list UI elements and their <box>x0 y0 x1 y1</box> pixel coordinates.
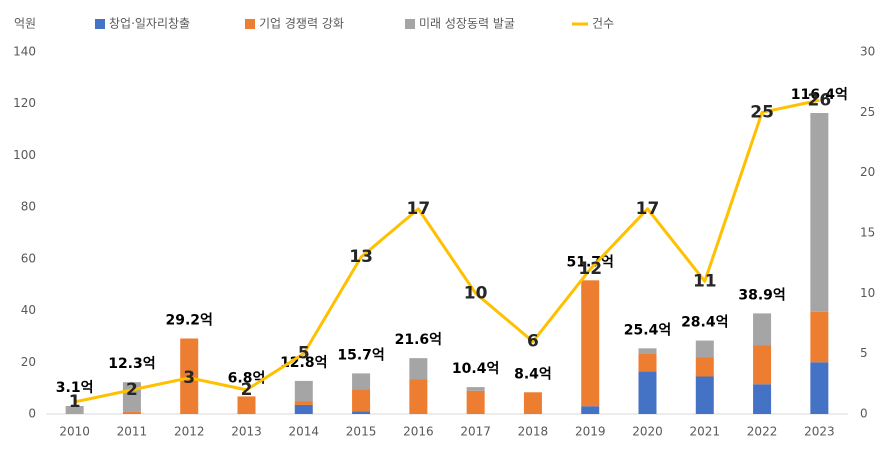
x-tick-label: 2012 <box>174 425 205 439</box>
bar-segment <box>237 396 256 414</box>
legend-label: 미래 성장동력 발굴 <box>419 17 515 31</box>
line-value-label: 1 <box>69 392 81 412</box>
bar-segment <box>466 390 485 414</box>
y-tick-label: 80 <box>21 200 36 214</box>
y-tick-label: 0 <box>28 407 36 421</box>
bar-segment <box>65 405 84 414</box>
bar-segment <box>294 404 313 414</box>
line-value-label: 17 <box>636 199 660 219</box>
legend-label: 기업 경쟁력 강화 <box>259 17 344 31</box>
x-tick-label: 2011 <box>117 425 148 439</box>
y-tick-label: 40 <box>21 303 36 317</box>
y2-tick-label: 30 <box>860 45 875 59</box>
bar-segment <box>753 313 772 346</box>
total-label: 15.7억 <box>337 347 384 363</box>
y2-tick-label: 15 <box>860 226 875 240</box>
y-tick-label: 60 <box>21 251 36 265</box>
y-tick-label: 140 <box>13 45 36 59</box>
bar-segment <box>753 384 772 414</box>
line-value-label: 17 <box>407 199 431 219</box>
y2-tick-label: 25 <box>860 105 875 119</box>
x-tick-label: 2013 <box>231 425 262 439</box>
x-tick-label: 2019 <box>575 425 606 439</box>
bar-segment <box>695 376 714 414</box>
bar-segment <box>638 371 657 414</box>
bar-segment <box>352 411 371 414</box>
bar-segment <box>466 387 485 391</box>
bar-segment <box>352 389 371 412</box>
bar-segment <box>409 379 428 414</box>
y2-tick-label: 5 <box>860 346 868 360</box>
line-value-label: 3 <box>183 368 195 388</box>
x-tick-label: 2014 <box>289 425 320 439</box>
x-tick-label: 2021 <box>690 425 721 439</box>
legend-label: 창업·일자리창출 <box>109 17 190 31</box>
total-label: 12.3억 <box>108 356 155 372</box>
x-tick-label: 2020 <box>632 425 663 439</box>
bar-segment <box>810 362 829 414</box>
bar-segment <box>581 406 600 414</box>
legend-label: 건수 <box>592 17 614 31</box>
legend-swatch <box>405 19 415 29</box>
legend-swatch <box>95 19 105 29</box>
line-value-label: 2 <box>126 380 138 400</box>
bar-segment <box>695 357 714 377</box>
x-tick-label: 2015 <box>346 425 377 439</box>
bar-segment <box>409 358 428 380</box>
line-value-label: 2 <box>241 380 253 400</box>
line-value-label: 6 <box>527 332 539 352</box>
total-label: 28.4억 <box>681 315 728 331</box>
total-label: 25.4억 <box>624 322 671 338</box>
line-value-label: 11 <box>693 271 717 291</box>
y-axis-label: 억원 <box>14 17 36 31</box>
total-label: 29.2억 <box>165 312 212 328</box>
line-value-label: 13 <box>349 247 373 267</box>
total-label: 21.6억 <box>395 332 442 348</box>
line-value-label: 10 <box>464 283 488 303</box>
x-tick-label: 2022 <box>747 425 778 439</box>
bar-segment <box>810 113 829 312</box>
legend-swatch <box>245 19 255 29</box>
total-label: 116.4억 <box>791 87 848 103</box>
bar-segment <box>523 392 542 414</box>
x-tick-label: 2016 <box>403 425 434 439</box>
line-series <box>74 98 820 404</box>
y2-tick-label: 0 <box>860 407 868 421</box>
total-label: 38.9억 <box>738 287 785 303</box>
total-label: 8.4억 <box>514 366 552 382</box>
total-label: 12.8억 <box>280 355 327 371</box>
y2-tick-label: 10 <box>860 286 875 300</box>
line-value-label: 12 <box>578 259 602 279</box>
y-tick-label: 120 <box>13 96 36 110</box>
line-value-label: 26 <box>808 90 832 110</box>
bar-segment <box>581 280 600 407</box>
x-tick-label: 2018 <box>518 425 549 439</box>
x-tick-label: 2017 <box>460 425 491 439</box>
bar-segment <box>810 311 829 363</box>
bar-segment <box>294 380 313 402</box>
y-tick-label: 100 <box>13 148 36 162</box>
total-label: 10.4억 <box>452 361 499 377</box>
bar-segment <box>180 338 199 414</box>
bar-segment <box>638 353 657 372</box>
x-tick-label: 2023 <box>804 425 835 439</box>
bar-segment <box>122 411 141 414</box>
bar-segment <box>294 401 313 405</box>
line-value-label: 25 <box>750 102 774 122</box>
bar-segment <box>638 348 657 354</box>
bar-segment <box>753 345 772 385</box>
x-tick-label: 2010 <box>59 425 90 439</box>
y2-tick-label: 20 <box>860 165 875 179</box>
bar-segment <box>695 340 714 358</box>
y-tick-label: 20 <box>21 355 36 369</box>
total-label: 3.1억 <box>56 380 94 396</box>
bar-segment <box>352 373 371 390</box>
line-value-label: 5 <box>298 344 310 364</box>
